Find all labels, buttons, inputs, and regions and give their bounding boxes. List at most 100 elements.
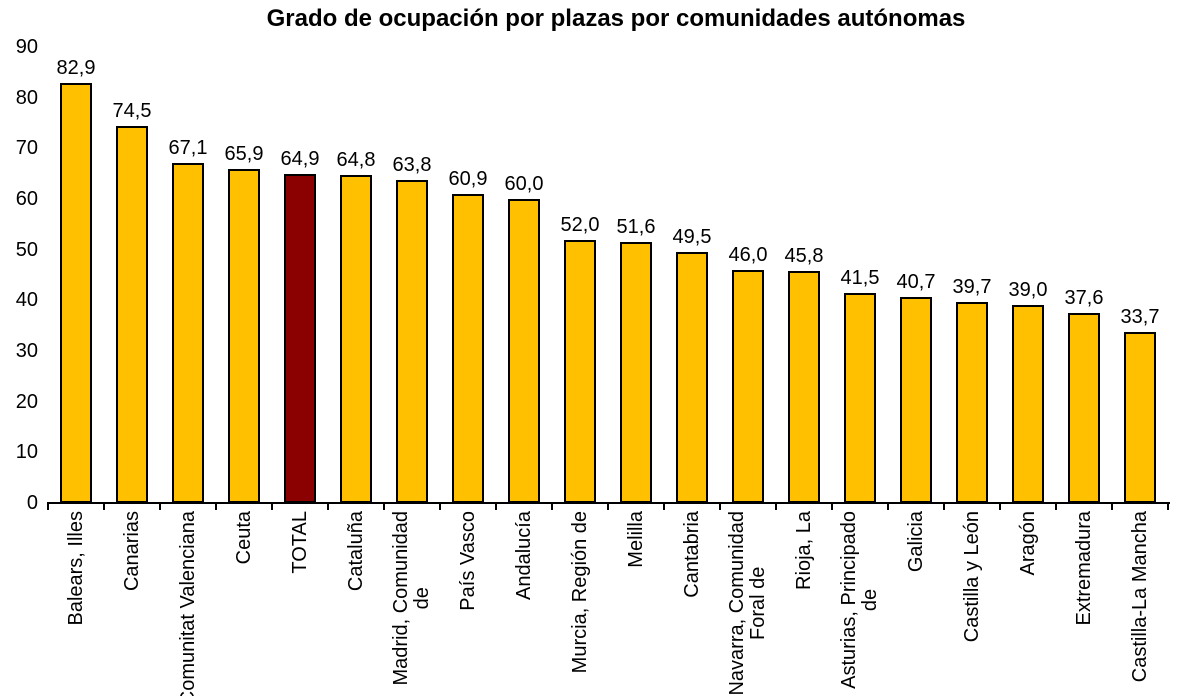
bar xyxy=(676,252,708,503)
bar-value-label: 40,7 xyxy=(896,270,936,293)
x-category-cell: Castilla-La Mancha xyxy=(1112,503,1168,696)
axis-tick-mark xyxy=(1167,502,1169,510)
axis-tick-mark xyxy=(999,502,1001,510)
bar-slot: 40,7 xyxy=(888,47,944,503)
axis-tick-mark xyxy=(439,502,441,510)
x-axis-category-label: Extremadura xyxy=(1072,511,1095,626)
bar-value-label: 74,5 xyxy=(112,99,152,122)
x-axis-category-label: Murcia, Región de xyxy=(568,511,591,674)
y-axis-tick-label: 40 xyxy=(15,289,38,312)
axis-tick-mark xyxy=(1055,502,1057,510)
x-axis-category-label: Aragón xyxy=(1016,511,1039,576)
bar-slot: 46,0 xyxy=(720,47,776,503)
plot-area: 82,9 74,5 67,1 65,9 64,9 64,8 63,8 60,9 60,0 52,0… xyxy=(48,47,1168,503)
bar-slot: 82,9 xyxy=(48,47,104,503)
x-axis-category-label: País Vasco xyxy=(456,511,479,611)
bar-value-label: 41,5 xyxy=(840,266,880,289)
y-axis-tick-label: 20 xyxy=(15,390,38,413)
x-axis-category-label: Cataluña xyxy=(344,511,367,592)
bar xyxy=(900,296,932,503)
axis-tick-mark xyxy=(943,502,945,510)
bar-slot: 49,5 xyxy=(664,47,720,503)
bar xyxy=(508,199,540,503)
x-axis-category-label: Rioja, La xyxy=(792,511,815,590)
bar-value-label: 39,0 xyxy=(1008,279,1048,302)
axis-tick-mark xyxy=(103,502,105,510)
x-category-cell: Galicia xyxy=(888,503,944,696)
x-axis-category-label: Canarias xyxy=(120,511,143,592)
y-axis-tick-label: 50 xyxy=(15,238,38,261)
bar-value-label: 51,6 xyxy=(616,215,656,238)
bar xyxy=(564,239,596,503)
bar xyxy=(340,174,372,503)
x-axis-category-label: Balears, Illes xyxy=(64,511,87,626)
x-axis-category-label: Navarra, Comunidad Foral de xyxy=(726,511,769,696)
y-axis-tick-label: 60 xyxy=(15,188,38,210)
bar-value-label: 64,9 xyxy=(280,148,320,171)
bar xyxy=(396,179,428,503)
x-category-cell: Ceuta xyxy=(216,503,272,696)
y-axis-tick-label: 10 xyxy=(15,441,38,464)
chart-title: Grado de ocupación por plazas por comuni… xyxy=(266,5,966,32)
bar-value-label: 39,7 xyxy=(952,275,992,298)
x-category-cell: Cataluña xyxy=(328,503,384,696)
x-category-cell: Cantabria xyxy=(664,503,720,696)
x-category-cell: Madrid, Comunidad de xyxy=(384,503,440,696)
bar-value-label: 33,7 xyxy=(1120,306,1160,329)
x-category-cell: TOTAL xyxy=(272,503,328,696)
bar xyxy=(788,270,820,503)
axis-tick-mark xyxy=(719,502,721,510)
bar xyxy=(116,125,148,503)
bar-slot: 51,6 xyxy=(608,47,664,503)
x-axis-category-label: Cantabria xyxy=(680,511,703,598)
bar-value-label: 52,0 xyxy=(560,213,600,236)
bar-slot: 45,8 xyxy=(776,47,832,503)
bar-value-label: 45,8 xyxy=(784,244,824,267)
y-axis-tick-label: 70 xyxy=(15,137,38,160)
x-axis-category-label: Melilla xyxy=(624,511,647,568)
bar-slot: 64,9 xyxy=(272,47,328,503)
bar-value-label: 60,0 xyxy=(504,173,544,196)
bar-value-label: 46,0 xyxy=(728,243,768,266)
y-axis-tick-label: 30 xyxy=(15,340,38,362)
y-axis-tick-label: 90 xyxy=(15,36,38,58)
x-axis-category-label: Castilla-La Mancha xyxy=(1128,511,1151,683)
axis-tick-mark xyxy=(383,502,385,510)
x-axis-category-label: Andalucía xyxy=(512,511,535,600)
x-axis-category-label: Asturias, Principado de xyxy=(838,511,881,689)
bar-slot: 60,0 xyxy=(496,47,552,503)
bar xyxy=(620,241,652,503)
x-axis-category-label: Comunitat Valenciana xyxy=(176,511,199,696)
axis-tick-mark xyxy=(775,502,777,510)
x-axis-labels: Balears, Illes Canarias Comunitat Valencia… xyxy=(48,503,1168,696)
bar-slot: 67,1 xyxy=(160,47,216,503)
x-category-cell: Asturias, Principado de xyxy=(832,503,888,696)
axis-tick-mark xyxy=(663,502,665,510)
y-axis-tick-label: 80 xyxy=(15,86,38,109)
bar xyxy=(1068,312,1100,503)
axis-tick-mark xyxy=(551,502,553,510)
x-category-cell: Castilla y León xyxy=(944,503,1000,696)
bar-value-label: 49,5 xyxy=(672,226,712,249)
bar xyxy=(1012,305,1044,503)
x-category-cell: Comunitat Valenciana xyxy=(160,503,216,696)
bar-slot: 37,6 xyxy=(1056,47,1112,503)
axis-tick-mark xyxy=(47,502,49,510)
x-axis-category-label: Galicia xyxy=(904,511,927,573)
axis-tick-mark xyxy=(271,502,273,510)
x-axis-category-label: Ceuta xyxy=(232,511,255,565)
x-category-cell: Murcia, Región de xyxy=(552,503,608,696)
axis-tick-mark xyxy=(159,502,161,510)
bar-slot: 74,5 xyxy=(104,47,160,503)
x-category-cell: Balears, Illes xyxy=(48,503,104,696)
bar xyxy=(956,301,988,503)
bar-slot: 63,8 xyxy=(384,47,440,503)
bar-value-label: 63,8 xyxy=(392,153,432,176)
bar-value-label: 82,9 xyxy=(56,56,96,79)
x-axis-category-label: Castilla y León xyxy=(960,511,983,643)
y-axis-tick-label: 0 xyxy=(26,492,38,514)
bar-value-label: 65,9 xyxy=(224,143,264,166)
x-axis-category-label: Madrid, Comunidad de xyxy=(390,511,433,686)
bar-value-label: 64,8 xyxy=(336,148,376,171)
